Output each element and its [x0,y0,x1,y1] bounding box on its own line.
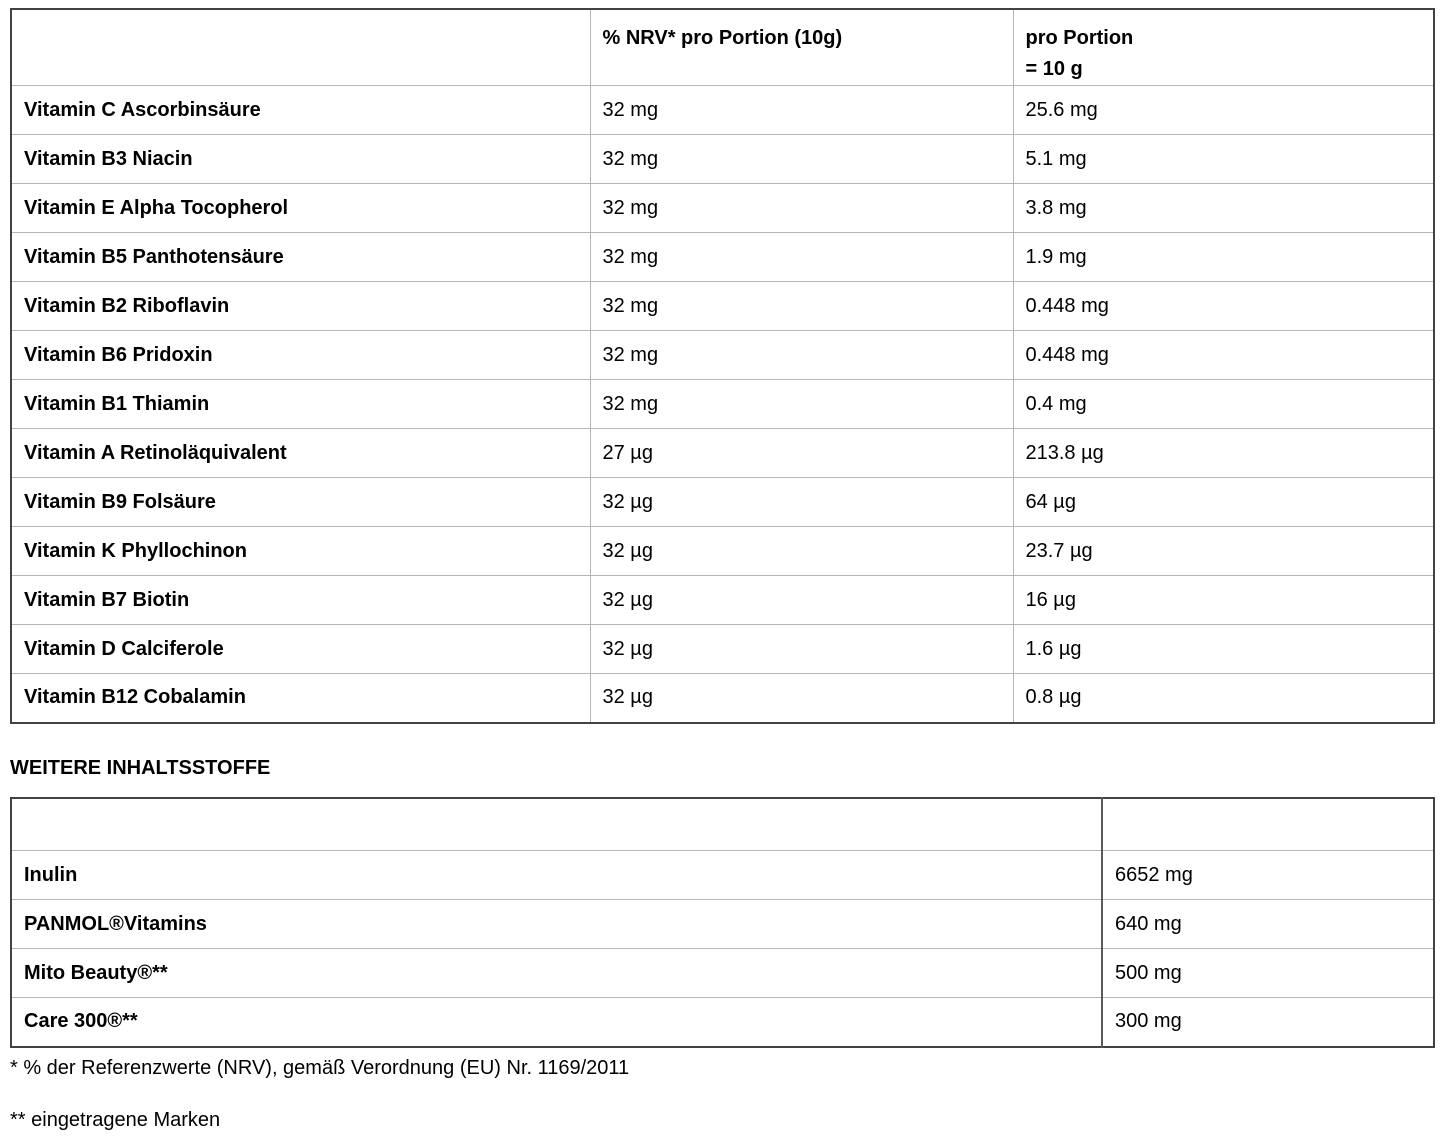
vitamin-nrv-value: 32 mg [589,183,1014,233]
vitamin-nrv-value: 32 µg [589,575,1014,625]
ingredient-amount-value: 640 mg [1101,899,1435,949]
vitamin-name: Vitamin D Calciferole [10,624,591,674]
table-row: Vitamin B12 Cobalamin 32 µg 0.8 µg [10,673,1435,723]
vitamin-name: Vitamin B7 Biotin [10,575,591,625]
vitamin-nrv-value: 32 mg [589,85,1014,135]
ingredient-amount-value: 300 mg [1101,997,1435,1047]
table-row: Mito Beauty®** 500 mg [10,948,1435,998]
table-row: Vitamin A Retinoläquivalent 27 µg 213.8 … [10,428,1435,478]
vitamin-name: Vitamin E Alpha Tocopherol [10,183,591,233]
vitamin-name: Vitamin B6 Pridoxin [10,330,591,380]
table-row: Vitamin B6 Pridoxin 32 mg 0.448 mg [10,330,1435,380]
vitamin-name: Vitamin B3 Niacin [10,134,591,184]
vitamin-amount-value: 0.8 µg [1012,673,1435,723]
table-row: Vitamin B2 Riboflavin 32 mg 0.448 mg [10,281,1435,331]
vitamin-nrv-value: 32 mg [589,330,1014,380]
table-row: Vitamin B3 Niacin 32 mg 5.1 mg [10,134,1435,184]
ingredient-amount-value: 6652 mg [1101,850,1435,900]
vitamin-name: Vitamin B9 Folsäure [10,477,591,527]
vitamin-amount-value: 0.4 mg [1012,379,1435,429]
vitamin-nrv-value: 27 µg [589,428,1014,478]
table-row: Vitamin D Calciferole 32 µg 1.6 µg [10,624,1435,674]
vitamin-amount-value: 213.8 µg [1012,428,1435,478]
header-per-portion-line2: = 10 g [1025,58,1083,80]
table-row: Vitamin B7 Biotin 32 µg 16 µg [10,575,1435,625]
table-row: Inulin 6652 mg [10,850,1435,900]
footnote-nrv-reference: * % der Referenzwerte (NRV), gemäß Veror… [10,1056,630,1079]
vitamin-nrv-value: 32 µg [589,477,1014,527]
vitamin-amount-value: 25.6 mg [1012,85,1435,135]
vitamin-name: Vitamin B12 Cobalamin [10,673,591,723]
header-cell-nrv: % NRV* pro Portion (10g) [589,8,1014,86]
vitamin-name: Vitamin A Retinoläquivalent [10,428,591,478]
vitamin-nrv-value: 32 mg [589,134,1014,184]
footnote-registered-trademarks: ** eingetragene Marken [10,1108,221,1131]
vitamin-amount-value: 5.1 mg [1012,134,1435,184]
vitamin-nrv-value: 32 µg [589,673,1014,723]
ingredient-name: Mito Beauty®** [10,948,1103,998]
vitamin-nrv-value: 32 µg [589,624,1014,674]
vitamin-nrv-value: 32 µg [589,526,1014,576]
vitamin-amount-value: 16 µg [1012,575,1435,625]
vitamin-amount-value: 0.448 mg [1012,281,1435,331]
vitamins-table: % NRV* pro Portion (10g) pro Portion = 1… [10,8,1435,724]
section-heading: WEITERE INHALTSSTOFFE [10,756,271,779]
header-cell-empty [10,797,1103,851]
table-row: Vitamin E Alpha Tocopherol 32 mg 3.8 mg [10,183,1435,233]
vitamin-amount-value: 1.6 µg [1012,624,1435,674]
vitamin-nrv-value: 32 mg [589,232,1014,282]
vitamin-amount-value: 1.9 mg [1012,232,1435,282]
ingredient-name: Inulin [10,850,1103,900]
vitamin-amount-value: 23.7 µg [1012,526,1435,576]
vitamin-name: Vitamin B5 Panthotensäure [10,232,591,282]
table-row: PANMOL®Vitamins 640 mg [10,899,1435,949]
ingredient-amount-value: 500 mg [1101,948,1435,998]
header-cell-per-portion: pro Portion = 10 g [1012,8,1435,86]
vitamin-name: Vitamin B2 Riboflavin [10,281,591,331]
header-cell-empty [1101,797,1435,851]
table-row: Vitamin K Phyllochinon 32 µg 23.7 µg [10,526,1435,576]
vitamin-amount-value: 0.448 mg [1012,330,1435,380]
table-row: Vitamin B1 Thiamin 32 mg 0.4 mg [10,379,1435,429]
other-ingredients-table: Inulin 6652 mg PANMOL®Vitamins 640 mg Mi… [10,796,1435,1048]
ingredient-name: PANMOL®Vitamins [10,899,1103,949]
vitamin-name: Vitamin C Ascorbinsäure [10,85,591,135]
vitamin-nrv-value: 32 mg [589,281,1014,331]
vitamin-amount-value: 3.8 mg [1012,183,1435,233]
vitamin-nrv-value: 32 mg [589,379,1014,429]
vitamin-amount-value: 64 µg [1012,477,1435,527]
header-cell-empty [10,8,591,86]
vitamin-name: Vitamin K Phyllochinon [10,526,591,576]
table-row: Vitamin C Ascorbinsäure 32 mg 25.6 mg [10,85,1435,135]
table-row: Vitamin B5 Panthotensäure 32 mg 1.9 mg [10,232,1435,282]
ingredient-name: Care 300®** [10,997,1103,1047]
other-ingredients-header-row [10,797,1435,851]
header-per-portion-line1: pro Portion [1025,27,1134,49]
table-row: Vitamin B9 Folsäure 32 µg 64 µg [10,477,1435,527]
table-row: Care 300®** 300 mg [10,997,1435,1047]
vitamins-table-header-row: % NRV* pro Portion (10g) pro Portion = 1… [10,8,1435,86]
vitamin-name: Vitamin B1 Thiamin [10,379,591,429]
